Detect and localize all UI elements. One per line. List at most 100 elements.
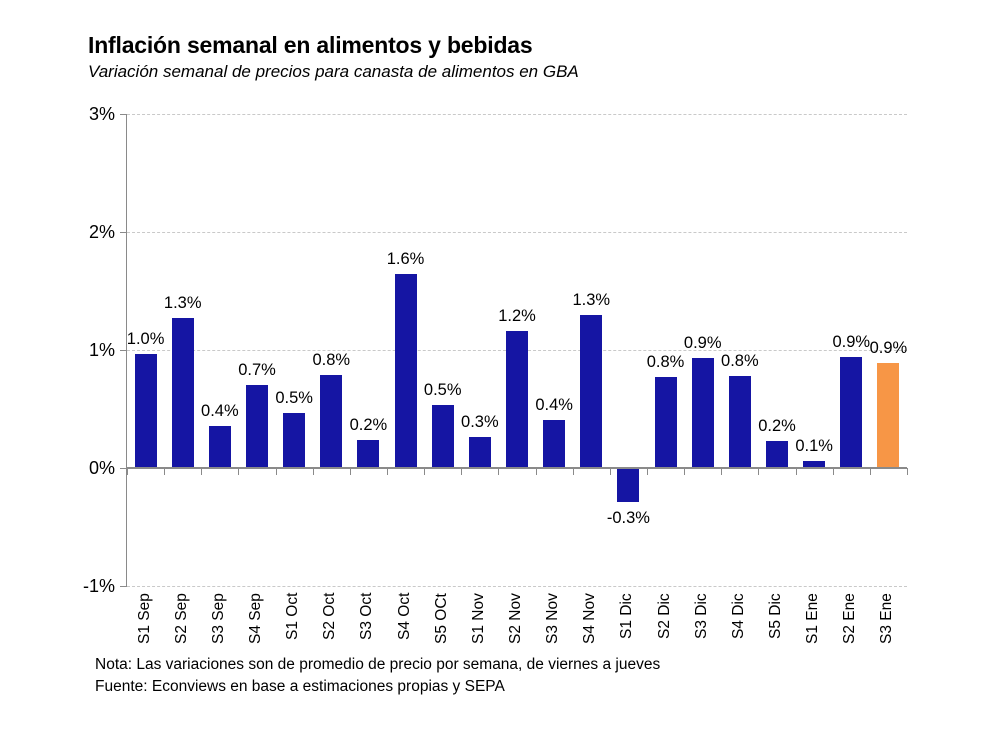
- x-axis-tick: [684, 468, 686, 475]
- x-axis-tick: [349, 468, 351, 475]
- y-axis-tick: [120, 586, 127, 587]
- y-axis-label: -1%: [82, 576, 115, 596]
- plot-area: 3% 2% 1% 0% -1% 1.0% S1 Sep 1.3% S2 Sep 0.4% S3 Se…: [83, 104, 908, 644]
- bar-s1-nov: [468, 437, 491, 468]
- x-axis-label-s4-dic: S4 Dic: [729, 593, 747, 639]
- x-axis-label-s2-oct: S2 Oct: [321, 593, 339, 641]
- bar-s3-oct: [357, 439, 380, 468]
- bar-s3-dic: [691, 358, 714, 468]
- x-axis-label-s5-oct: S5 OCt: [432, 593, 450, 644]
- bar-value-label-s2-dic: 0.8%: [646, 353, 685, 372]
- x-axis-label-s5-dic: S5 Dic: [767, 593, 784, 639]
- x-axis-tick: [164, 468, 166, 475]
- bar-s1-dic: [617, 469, 640, 503]
- bar-value-label-s5-dic: 0.2%: [758, 416, 796, 435]
- bar-s4-sep: [246, 385, 268, 468]
- bar-value-label-s3-dic: 0.9%: [683, 334, 722, 353]
- x-axis-label-s1-ene: S1 Ene: [804, 593, 822, 644]
- x-axis-label-s1-nov: S1 Nov: [469, 593, 487, 644]
- footnote-note: Nota: Las variaciones son de promedio de…: [95, 656, 661, 673]
- x-axis-label-s3-sep: S3 Sep: [209, 593, 227, 644]
- bar-value-label-s4-sep: 0.7%: [238, 361, 276, 380]
- x-axis-tick: [721, 468, 723, 475]
- x-axis-tick: [572, 468, 574, 475]
- bar-s5-dic: [766, 440, 788, 468]
- bar-s2-ene: [840, 357, 863, 468]
- bar-s5-oct: [431, 405, 454, 468]
- gridline-3%: [127, 114, 907, 115]
- x-axis-tick: [609, 468, 611, 475]
- x-axis-tick: [312, 468, 314, 475]
- bar-value-label-s3-nov: 0.4%: [535, 395, 573, 414]
- x-axis-label-s1-oct: S1 Oct: [284, 593, 302, 641]
- x-axis-tick: [832, 468, 834, 475]
- y-axis-label: 3%: [88, 104, 115, 124]
- bar-s1-sep: [134, 353, 157, 468]
- bar-value-label-s1-dic: -0.3%: [606, 509, 650, 528]
- x-axis-label-s4-nov: S4 Nov: [581, 593, 599, 644]
- x-axis-tick: [201, 468, 203, 475]
- y-axis-label: 0%: [88, 458, 115, 478]
- bar-value-label-s2-sep: 1.3%: [163, 294, 202, 313]
- x-axis-label-s3-ene: S3 Ene: [878, 593, 896, 644]
- bar-s1-ene: [803, 460, 826, 468]
- bar-s4-nov: [580, 314, 603, 468]
- y-axis-tick: [120, 468, 127, 469]
- x-axis-tick: [758, 468, 760, 475]
- x-axis-label-s1-dic: S1 Dic: [618, 593, 636, 639]
- x-axis-tick: [127, 468, 128, 475]
- bar-value-label-s1-sep: 1.0%: [126, 329, 165, 348]
- x-axis-label-s2-sep: S2 Sep: [172, 593, 190, 644]
- bar-value-label-s4-dic: 0.8%: [721, 351, 759, 370]
- bar-value-label-s2-nov: 1.2%: [498, 307, 536, 326]
- bar-s3-sep: [208, 425, 231, 468]
- bar-s2-dic: [654, 377, 677, 468]
- bar-s1-oct: [283, 412, 306, 468]
- x-axis-tick: [795, 468, 797, 475]
- bar-value-label-s5-oct: 0.5%: [423, 381, 462, 400]
- y-axis-tick: [120, 232, 127, 233]
- x-axis-tick: [461, 468, 463, 475]
- bar-value-label-s3-sep: 0.4%: [201, 401, 239, 420]
- x-axis-tick: [869, 468, 871, 475]
- footnote-source: Fuente: Econviews en base a estimaciones…: [95, 678, 505, 695]
- x-axis-label-s3-dic: S3 Dic: [692, 593, 710, 639]
- bar-value-label-s4-nov: 1.3%: [572, 290, 611, 309]
- x-axis-label-s2-dic: S2 Dic: [655, 593, 673, 639]
- bar-s2-nov: [506, 331, 528, 468]
- x-axis-tick: [535, 468, 537, 475]
- bar-s4-oct: [394, 274, 417, 468]
- x-axis-tick: [238, 468, 240, 475]
- y-axis-tick: [120, 350, 127, 351]
- bar-value-label-s3-ene: 0.9%: [869, 338, 908, 357]
- y-axis-label: 1%: [88, 340, 115, 360]
- x-axis-label-s3-nov: S3 Nov: [544, 593, 562, 644]
- y-axis-line: [126, 114, 127, 586]
- x-axis-tick: [907, 468, 908, 475]
- y-axis-label: 2%: [88, 222, 115, 242]
- bar-value-label-s3-oct: 0.2%: [349, 415, 388, 434]
- bar-s2-sep: [171, 318, 194, 468]
- x-axis-tick: [275, 468, 277, 475]
- x-axis-label-s3-oct: S3 Oct: [358, 593, 376, 641]
- x-axis-label-s4-oct: S4 Oct: [395, 593, 413, 641]
- x-axis-label-s2-ene: S2 Ene: [841, 593, 859, 644]
- x-axis-tick: [498, 468, 500, 475]
- bar-value-label-s4-oct: 1.6%: [386, 250, 425, 269]
- x-axis-tick: [424, 468, 426, 475]
- bar-value-label-s2-oct: 0.8%: [312, 350, 351, 369]
- bar-s4-dic: [728, 375, 751, 468]
- bar-s2-oct: [320, 374, 343, 468]
- bar-s3-nov: [543, 419, 566, 468]
- x-axis-label-s2-nov: S2 Nov: [507, 593, 524, 644]
- x-axis-tick: [647, 468, 648, 475]
- x-axis-tick: [387, 468, 388, 475]
- x-axis-label-s1-sep: S1 Sep: [135, 593, 153, 644]
- bar-value-label-s1-nov: 0.3%: [461, 413, 499, 432]
- bar-value-label-s1-ene: 0.1%: [795, 436, 833, 455]
- gridline-2%: [127, 232, 907, 233]
- bar-s3-ene: [877, 362, 900, 468]
- y-axis-tick: [120, 114, 127, 115]
- bar-value-label-s1-oct: 0.5%: [275, 388, 313, 407]
